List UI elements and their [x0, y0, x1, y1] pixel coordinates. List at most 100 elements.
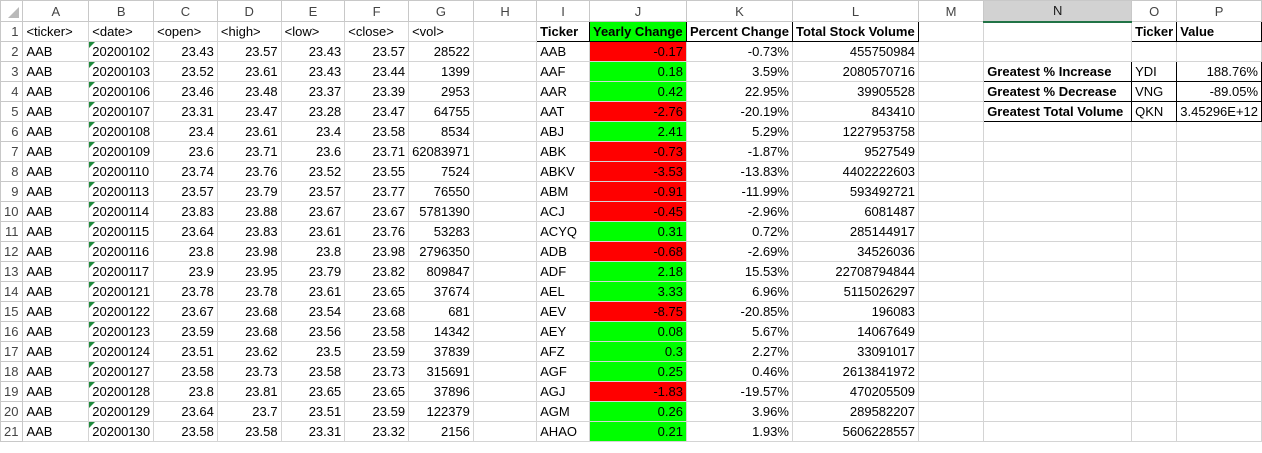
cell-vol[interactable]: 14342	[408, 321, 474, 342]
cell-yearly-change[interactable]: -3.53	[589, 161, 687, 182]
column-header-k[interactable]: K	[685, 0, 793, 22]
cell-empty[interactable]	[917, 121, 985, 142]
cell-summary-value[interactable]: 3.45296E+12	[1176, 101, 1262, 122]
cell-empty[interactable]	[1131, 141, 1178, 162]
column-header-f[interactable]: F	[344, 0, 410, 22]
cell-vol[interactable]: 28522	[408, 41, 474, 62]
column-header-m[interactable]: M	[917, 0, 985, 22]
cell-ticker[interactable]: AAB	[22, 341, 90, 362]
cell-empty[interactable]	[1176, 41, 1262, 62]
cell-summary-label[interactable]: Greatest % Decrease	[983, 81, 1133, 102]
cell-percent-change[interactable]: -11.99%	[685, 181, 793, 202]
cell-empty[interactable]	[983, 161, 1133, 182]
cell-date[interactable]: 20200107	[88, 101, 155, 122]
cell-yearly-change[interactable]: 2.18	[589, 261, 687, 282]
cell-total-volume[interactable]: 22708794844	[791, 261, 919, 282]
cell-empty[interactable]	[1176, 341, 1262, 362]
cell-open[interactable]: 23.74	[153, 161, 218, 182]
cell-date[interactable]: 20200121	[88, 281, 155, 302]
cell-date[interactable]: 20200114	[88, 201, 155, 222]
row-header[interactable]: 8	[0, 161, 24, 182]
cell-total-volume[interactable]: 34526036	[791, 241, 919, 262]
cell-yearly-change[interactable]: -0.17	[589, 41, 687, 62]
cell-summary-value[interactable]: 188.76%	[1176, 61, 1262, 82]
cell-summary-ticker[interactable]: YDI	[1131, 61, 1178, 82]
cell-empty[interactable]	[983, 241, 1133, 262]
cell-result-ticker[interactable]: ABM	[536, 181, 590, 202]
cell-empty[interactable]	[472, 121, 538, 142]
cell-empty[interactable]	[472, 241, 538, 262]
cell-result-ticker[interactable]: AEY	[536, 321, 590, 342]
row-header[interactable]: 20	[0, 401, 24, 422]
cell-vol[interactable]: 53283	[408, 221, 474, 242]
cell-open[interactable]: 23.67	[153, 301, 218, 322]
cell-empty[interactable]	[472, 301, 538, 322]
cell-yearly-change[interactable]: -1.83	[589, 381, 687, 402]
cell-low[interactable]: 23.61	[280, 281, 346, 302]
cell-total-volume[interactable]: 4402222603	[791, 161, 919, 182]
worksheet-grid[interactable]: A B C D E F G H I J K L M N O P 1 <ticke…	[0, 0, 1262, 442]
column-header-b[interactable]: B	[88, 0, 155, 22]
cell-low[interactable]: 23.51	[280, 401, 346, 422]
row-header[interactable]: 9	[0, 181, 24, 202]
cell-low[interactable]: 23.43	[280, 61, 346, 82]
column-header-g[interactable]: G	[408, 0, 474, 22]
cell-empty[interactable]	[1131, 421, 1178, 442]
cell-vol[interactable]: 76550	[408, 181, 474, 202]
cell-header-open[interactable]: <open>	[153, 21, 218, 42]
cell-vol[interactable]: 315691	[408, 361, 474, 382]
cell-yearly-change[interactable]: 3.33	[589, 281, 687, 302]
cell-result-ticker[interactable]: AGF	[536, 361, 590, 382]
cell-date[interactable]: 20200124	[88, 341, 155, 362]
cell-ticker[interactable]: AAB	[22, 301, 90, 322]
cell-empty[interactable]	[917, 161, 985, 182]
cell-summary-label[interactable]: Greatest Total Volume	[983, 101, 1133, 122]
cell-empty[interactable]	[983, 361, 1133, 382]
cell-low[interactable]: 23.37	[280, 81, 346, 102]
cell-vol[interactable]: 37896	[408, 381, 474, 402]
cell-low[interactable]: 23.52	[280, 161, 346, 182]
cell-low[interactable]: 23.43	[280, 41, 346, 62]
cell-close[interactable]: 23.59	[344, 401, 410, 422]
row-header[interactable]: 10	[0, 201, 24, 222]
cell-empty[interactable]	[983, 421, 1133, 442]
cell-percent-change[interactable]: -20.19%	[685, 101, 793, 122]
cell-yearly-change[interactable]: 2.41	[589, 121, 687, 142]
cell-empty[interactable]	[983, 301, 1133, 322]
cell-low[interactable]: 23.4	[280, 121, 346, 142]
cell-yearly-change[interactable]: 0.3	[589, 341, 687, 362]
cell-percent-change[interactable]: 15.53%	[685, 261, 793, 282]
cell-open[interactable]: 23.52	[153, 61, 218, 82]
cell-open[interactable]: 23.58	[153, 421, 218, 442]
cell-ticker[interactable]: AAB	[22, 221, 90, 242]
cell-header-ticker[interactable]: <ticker>	[22, 21, 90, 42]
cell-vol[interactable]: 2953	[408, 81, 474, 102]
cell-empty[interactable]	[917, 261, 985, 282]
cell-empty[interactable]	[472, 201, 538, 222]
cell-high[interactable]: 23.76	[216, 161, 282, 182]
cell-close[interactable]: 23.98	[344, 241, 410, 262]
cell-vol[interactable]: 1399	[408, 61, 474, 82]
row-header[interactable]: 1	[0, 21, 24, 42]
cell-high[interactable]: 23.61	[216, 61, 282, 82]
cell-header-high[interactable]: <high>	[216, 21, 282, 42]
cell-result-ticker[interactable]: AHAO	[536, 421, 590, 442]
row-header[interactable]: 17	[0, 341, 24, 362]
cell-ticker[interactable]: AAB	[22, 361, 90, 382]
cell-percent-change[interactable]: 0.72%	[685, 221, 793, 242]
cell-high[interactable]: 23.58	[216, 421, 282, 442]
cell-total-volume[interactable]: 455750984	[791, 41, 919, 62]
cell-empty[interactable]	[472, 321, 538, 342]
cell-empty[interactable]	[1131, 221, 1178, 242]
cell-date[interactable]: 20200113	[88, 181, 155, 202]
cell-total-volume[interactable]: 285144917	[791, 221, 919, 242]
cell-open[interactable]: 23.46	[153, 81, 218, 102]
column-header-n[interactable]: N	[983, 0, 1133, 23]
cell-result-ticker[interactable]: AGM	[536, 401, 590, 422]
cell-open[interactable]: 23.6	[153, 141, 218, 162]
cell-empty[interactable]	[983, 181, 1133, 202]
cell-empty[interactable]	[983, 141, 1133, 162]
cell-empty[interactable]	[917, 421, 985, 442]
cell-percent-change[interactable]: 3.96%	[685, 401, 793, 422]
